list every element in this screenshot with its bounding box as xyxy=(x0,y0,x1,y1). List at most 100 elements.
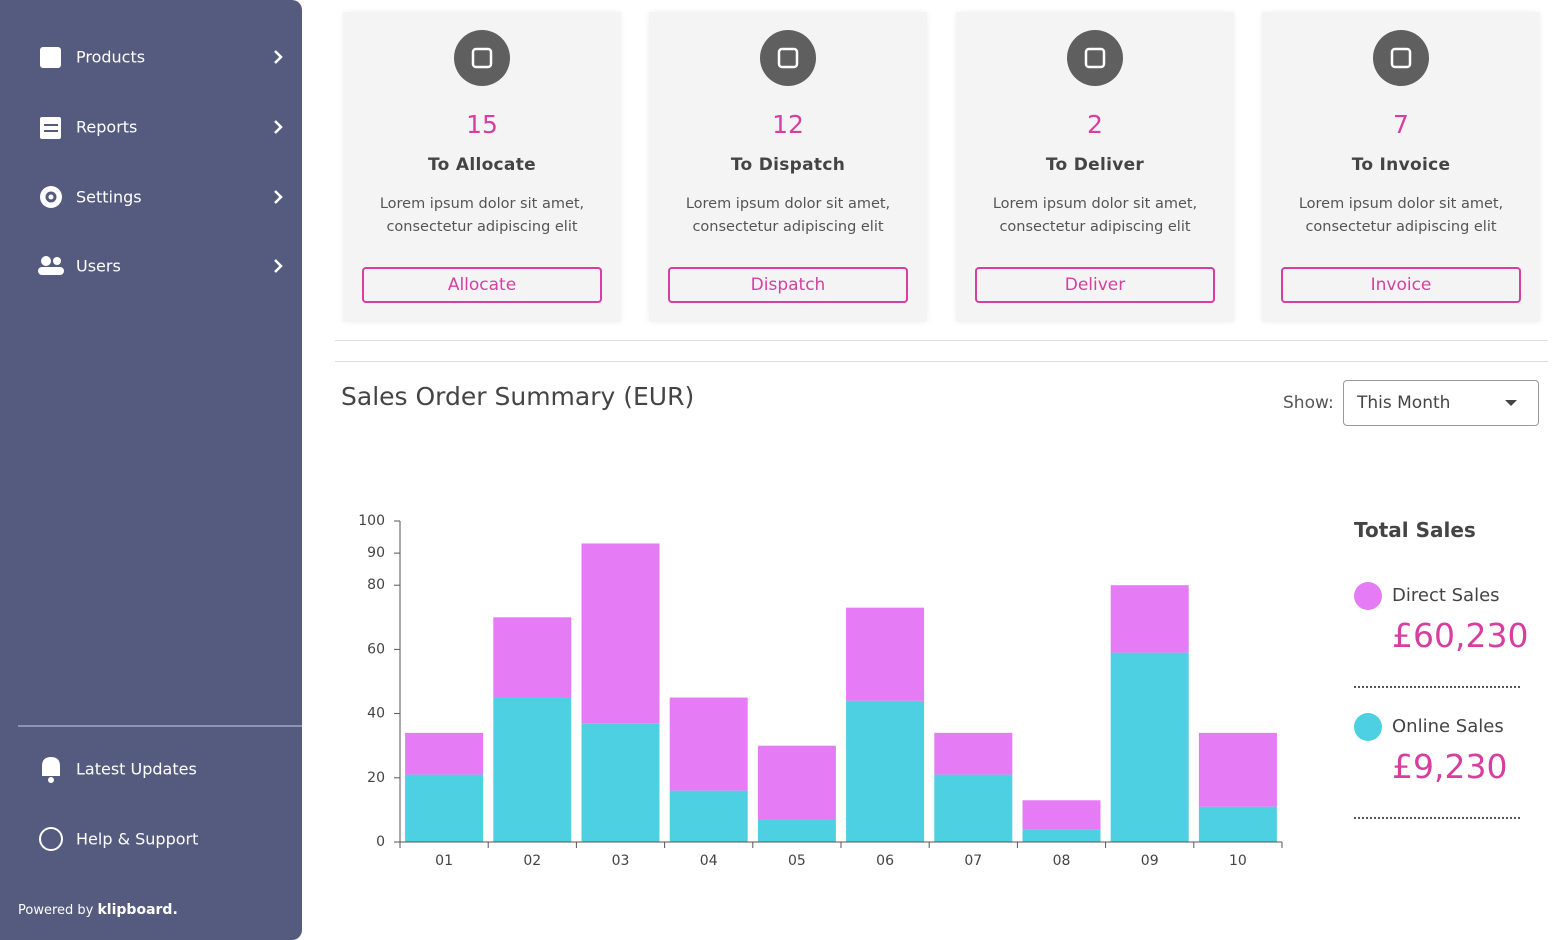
bar-segment xyxy=(581,723,660,842)
bar-segment xyxy=(757,819,836,842)
settings-icon xyxy=(40,186,62,208)
y-tick-label: 80 xyxy=(367,577,385,593)
divider xyxy=(335,361,1548,362)
bar-segment xyxy=(405,732,484,775)
legend-swatch xyxy=(1354,582,1382,610)
bar-segment xyxy=(669,790,748,842)
nav-item[interactable]: Products xyxy=(76,47,146,67)
card-icon xyxy=(760,30,816,86)
card-button[interactable]: Invoice xyxy=(1281,267,1521,303)
brand: klipboard. xyxy=(97,902,178,918)
powered-by-text: Powered by xyxy=(18,903,94,918)
card: 15 To Allocate Lorem ipsum dolor sit amet,… xyxy=(343,12,621,322)
card-title: To Invoice xyxy=(1351,155,1451,175)
bar-segment xyxy=(493,617,572,698)
legend-divider xyxy=(1354,817,1520,819)
x-tick-label: 04 xyxy=(700,853,718,869)
x-tick-label: 02 xyxy=(523,853,541,869)
sidebar: Products Reports Settings Users Latest U… xyxy=(0,0,302,940)
bar-segment xyxy=(1022,800,1101,830)
card-description: Lorem ipsum dolor sit amet, xyxy=(1298,196,1504,212)
bar-segment xyxy=(1110,652,1189,842)
show-label: Show: xyxy=(1283,393,1334,413)
x-tick-label: 09 xyxy=(1141,853,1159,869)
card: 12 To Dispatch Lorem ipsum dolor sit amet,… xyxy=(649,12,927,322)
y-tick-label: 0 xyxy=(376,834,385,850)
bar-segment xyxy=(581,543,660,724)
x-tick-label: 06 xyxy=(876,853,894,869)
y-tick-label: 100 xyxy=(358,513,385,529)
card-count: 2 xyxy=(1087,110,1103,139)
card-icon xyxy=(1067,30,1123,86)
x-tick-label: 10 xyxy=(1229,853,1247,869)
reports-icon xyxy=(40,117,61,139)
sidebar-icons xyxy=(18,47,302,851)
users-icon xyxy=(38,256,64,275)
card-title: To Dispatch xyxy=(730,155,846,175)
chevron xyxy=(274,50,283,64)
card-button[interactable]: Deliver xyxy=(975,267,1215,303)
legend-amount: £9,230 xyxy=(1392,747,1508,786)
x-tick-label: 03 xyxy=(612,853,630,869)
bar-segment xyxy=(405,774,484,842)
totals-panel: Total Sales Direct Sales £60,230 Online Sa… xyxy=(1354,510,1528,830)
bar-segment xyxy=(669,697,748,791)
card: 2 To Deliver Lorem ipsum dolor sit amet, co… xyxy=(956,12,1234,322)
card-count: 12 xyxy=(772,110,804,139)
card-icon xyxy=(1373,30,1429,86)
bar-segment xyxy=(846,700,925,842)
card-description: consectetur adipiscing elit xyxy=(999,219,1191,235)
divider xyxy=(335,340,1548,341)
card-description: consectetur adipiscing elit xyxy=(692,219,884,235)
card-description: Lorem ipsum dolor sit amet, xyxy=(685,196,891,212)
legend-swatch xyxy=(1354,713,1382,741)
nav-item[interactable]: Users xyxy=(76,256,121,276)
period-select[interactable]: This Month xyxy=(1343,380,1539,426)
legend-divider xyxy=(1354,686,1520,688)
card: 7 To Invoice Lorem ipsum dolor sit amet, co… xyxy=(1262,12,1540,322)
card-description: consectetur adipiscing elit xyxy=(1305,219,1497,235)
legend-dot xyxy=(1354,713,1382,741)
footer-link[interactable]: Latest Updates xyxy=(76,759,197,779)
dropdown-arrow xyxy=(1505,400,1517,406)
icon-glyph xyxy=(471,47,493,69)
x-tick-label: 07 xyxy=(964,853,982,869)
legend-amount: £60,230 xyxy=(1392,616,1529,655)
y-tick-label: 40 xyxy=(367,706,385,722)
y-tick-label: 90 xyxy=(367,545,385,561)
bar-segment xyxy=(934,774,1013,842)
card-description: Lorem ipsum dolor sit amet, xyxy=(992,196,1198,212)
y-tick-label: 20 xyxy=(367,770,385,786)
legend-name: Online Sales xyxy=(1392,716,1504,737)
period-value: This Month xyxy=(1357,393,1451,413)
card-description: consectetur adipiscing elit xyxy=(386,219,578,235)
bar-segment xyxy=(1110,585,1189,653)
bar-segment xyxy=(1198,806,1277,842)
nav-item[interactable]: Settings xyxy=(76,187,142,207)
chevron xyxy=(274,259,283,273)
card-description: Lorem ipsum dolor sit amet, xyxy=(379,196,585,212)
nav-item[interactable]: Reports xyxy=(76,117,138,137)
card-button[interactable]: Allocate xyxy=(362,267,602,303)
footer-link[interactable]: Help & Support xyxy=(76,829,199,849)
chart: 0 20 40 60 80 90 100 01 02 03 04 05 06 07 08 09 10 xyxy=(358,513,1283,869)
x-tick-label: 08 xyxy=(1053,853,1071,869)
legend-name: Direct Sales xyxy=(1392,585,1500,606)
icon-glyph xyxy=(1084,47,1106,69)
icon-circle xyxy=(760,30,816,86)
x-tick-label: 01 xyxy=(435,853,453,869)
products-icon xyxy=(40,47,61,68)
card-count: 7 xyxy=(1393,110,1409,139)
chevron xyxy=(274,120,283,134)
y-tick-label: 60 xyxy=(367,641,385,657)
card-button[interactable]: Dispatch xyxy=(668,267,908,303)
card-title: To Deliver xyxy=(1045,155,1145,175)
icon-circle xyxy=(1373,30,1429,86)
legend-dot xyxy=(1354,582,1382,610)
icon-circle xyxy=(454,30,510,86)
help-icon xyxy=(39,827,63,851)
bar-segment xyxy=(1022,829,1101,842)
bar-segment xyxy=(1198,732,1277,807)
x-tick-label: 05 xyxy=(788,853,806,869)
